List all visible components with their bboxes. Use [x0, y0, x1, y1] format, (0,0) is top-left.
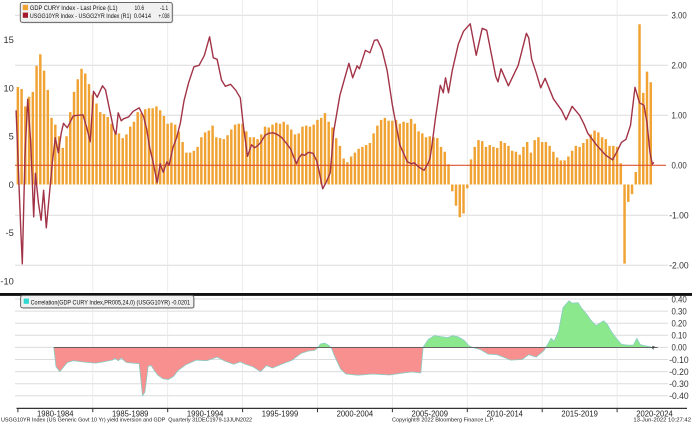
svg-text:0.30: 0.30: [672, 306, 687, 316]
svg-text:+.038: +.038: [159, 13, 170, 20]
svg-text:13-Jun-2022 10:27:42: 13-Jun-2022 10:27:42: [633, 418, 691, 424]
svg-text:0.00: 0.00: [672, 161, 687, 171]
svg-text:Copyright® 2022 Bloomberg Fina: Copyright® 2022 Bloomberg Finance L.P.: [392, 417, 494, 424]
svg-text:10: 10: [3, 83, 13, 93]
svg-text:-5: -5: [6, 228, 14, 238]
svg-text:0.20: 0.20: [672, 319, 687, 329]
svg-text:-2.00: -2.00: [669, 261, 689, 271]
svg-text:3.00: 3.00: [672, 11, 687, 21]
svg-text:0.0414: 0.0414: [134, 13, 152, 20]
svg-text:5: 5: [9, 132, 14, 142]
svg-text:-1.1: -1.1: [160, 5, 168, 12]
svg-text:-1.00: -1.00: [669, 211, 689, 221]
svg-text:2005-2009: 2005-2009: [412, 409, 449, 418]
svg-text:2020-2024: 2020-2024: [636, 409, 673, 418]
svg-text:-10: -10: [0, 276, 13, 286]
svg-text:USGG10YR Index - USGG2YR Index: USGG10YR Index - USGG2YR Index (R1): [30, 13, 131, 20]
svg-text:GDP CURY Index - Last Price (L: GDP CURY Index - Last Price (L1): [30, 5, 118, 12]
svg-text:1.00: 1.00: [672, 111, 687, 121]
svg-text:2.00: 2.00: [672, 61, 687, 71]
svg-text:1990-1994: 1990-1994: [187, 409, 224, 418]
svg-text:USGG10YR Index (US Generic Gov: USGG10YR Index (US Generic Govt 10 Yr) y…: [1, 418, 252, 424]
svg-text:-0.40: -0.40: [669, 391, 689, 401]
svg-text:-0.20: -0.20: [669, 367, 689, 377]
svg-text:2010-2014: 2010-2014: [486, 409, 523, 418]
svg-text:0.00: 0.00: [672, 343, 687, 353]
svg-text:1980-1984: 1980-1984: [37, 409, 74, 418]
svg-text:-0.10: -0.10: [669, 355, 689, 365]
svg-text:0.40: 0.40: [672, 294, 687, 304]
svg-text:1985-1989: 1985-1989: [112, 409, 149, 418]
svg-text:1995-1999: 1995-1999: [262, 409, 299, 418]
svg-text:15: 15: [3, 35, 13, 45]
svg-text:Correlation(GDP CURY Index,PR0: Correlation(GDP CURY Index,PR005,24,0) (…: [31, 299, 191, 306]
svg-text:0: 0: [9, 180, 14, 190]
svg-text:0.10: 0.10: [672, 331, 687, 341]
svg-text:2000-2004: 2000-2004: [337, 409, 374, 418]
svg-text:-0.30: -0.30: [669, 379, 689, 389]
svg-text:10.6: 10.6: [135, 5, 145, 12]
svg-text:2015-2019: 2015-2019: [561, 409, 598, 418]
